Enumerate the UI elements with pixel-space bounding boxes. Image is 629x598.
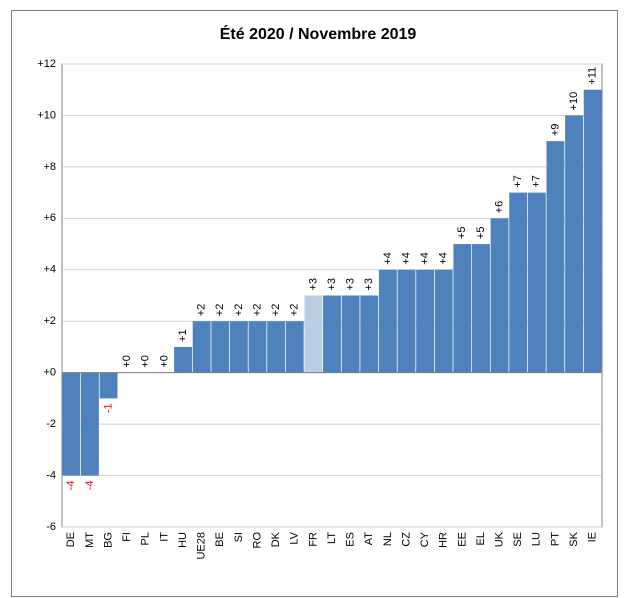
bar [490, 218, 509, 373]
value-label: +5 [475, 227, 487, 240]
value-label: +0 [121, 355, 133, 368]
x-tick-label: FR [307, 532, 319, 547]
x-tick-label: RO [251, 532, 263, 549]
x-tick-label: IT [158, 532, 170, 542]
x-tick-label: NL [382, 532, 394, 546]
value-label: +3 [363, 278, 375, 291]
x-tick-label: FI [121, 532, 133, 542]
x-tick-label: CY [419, 531, 431, 547]
y-tick-label: +4 [43, 264, 56, 276]
x-tick-label: CZ [400, 532, 412, 547]
x-tick-label: SI [233, 532, 245, 542]
bar [192, 321, 211, 373]
bar [285, 321, 304, 373]
value-label: +11 [587, 67, 599, 85]
x-tick-label: LT [326, 532, 338, 544]
chart-title: Été 2020 / Novembre 2019 [220, 24, 417, 43]
bar [509, 192, 528, 373]
value-label: +7 [512, 175, 524, 188]
value-label: +2 [233, 304, 245, 317]
x-tick-label: IE [587, 532, 599, 542]
y-tick-label: -2 [46, 418, 56, 430]
x-tick-label: LV [289, 531, 301, 544]
value-label: -4 [84, 481, 96, 491]
x-tick-label: AT [363, 532, 375, 546]
bar [248, 321, 267, 373]
y-tick-label: +0 [43, 367, 56, 379]
bar [99, 372, 118, 399]
bar [397, 269, 416, 373]
bar [211, 321, 230, 373]
x-tick-label: EE [456, 532, 468, 547]
bar [453, 244, 472, 373]
y-tick-label: +12 [37, 58, 56, 70]
x-tick-label: HU [177, 532, 189, 548]
y-tick-label: +6 [43, 212, 56, 224]
value-label: +0 [158, 355, 170, 368]
value-label: +1 [177, 329, 189, 342]
value-label: -1 [102, 403, 114, 413]
bar [80, 372, 99, 476]
y-tick-label: +8 [43, 161, 56, 173]
bar [304, 295, 323, 373]
value-label: +4 [400, 252, 412, 265]
bar [62, 372, 81, 476]
bar [378, 269, 397, 373]
x-tick-label: DE [65, 532, 77, 547]
value-label: +7 [531, 175, 543, 188]
bar [174, 346, 192, 373]
bar [546, 141, 565, 373]
value-label: +4 [419, 252, 431, 265]
x-tick-label: BE [214, 532, 226, 547]
value-label: +2 [251, 304, 263, 317]
bar [583, 89, 602, 373]
value-label: +4 [382, 252, 394, 265]
bar [472, 244, 490, 373]
value-label: +3 [345, 278, 357, 291]
value-label: +2 [289, 304, 301, 317]
x-tick-label: BG [102, 532, 114, 548]
bar [267, 321, 286, 373]
x-tick-label: PL [140, 532, 152, 545]
x-tick-label: MT [84, 532, 96, 548]
x-tick-label: SK [568, 531, 580, 546]
x-tick-label: SE [512, 532, 524, 547]
bar [416, 269, 435, 373]
x-tick-label: UK [493, 531, 505, 547]
value-label: +6 [493, 201, 505, 214]
value-label: +2 [214, 304, 226, 317]
bar [565, 115, 584, 373]
x-tick-label: PT [549, 532, 561, 546]
value-label: +3 [326, 278, 338, 291]
x-tick-label: EL [475, 532, 487, 545]
value-label: +10 [568, 92, 580, 111]
y-tick-label: -4 [46, 469, 56, 481]
value-label: +2 [270, 304, 282, 317]
value-label: +4 [438, 252, 450, 265]
bar [323, 295, 341, 373]
y-tick-label: +10 [37, 109, 56, 121]
value-label: +5 [456, 227, 468, 240]
x-tick-label: LU [531, 532, 543, 546]
bar [341, 295, 360, 373]
bar [229, 321, 248, 373]
x-tick-label: UE28 [196, 532, 208, 560]
value-label: -4 [65, 481, 77, 491]
bar [360, 295, 379, 373]
value-label: +0 [140, 355, 152, 368]
value-label: +9 [549, 124, 561, 137]
x-tick-label: ES [345, 532, 357, 547]
x-tick-label: DK [270, 531, 282, 547]
bar [434, 269, 453, 373]
value-label: +2 [196, 304, 208, 317]
x-tick-label: HR [438, 532, 450, 548]
value-label: +3 [307, 278, 319, 291]
y-tick-label: -6 [46, 521, 56, 533]
y-tick-label: +2 [43, 315, 56, 327]
bar [527, 192, 546, 373]
